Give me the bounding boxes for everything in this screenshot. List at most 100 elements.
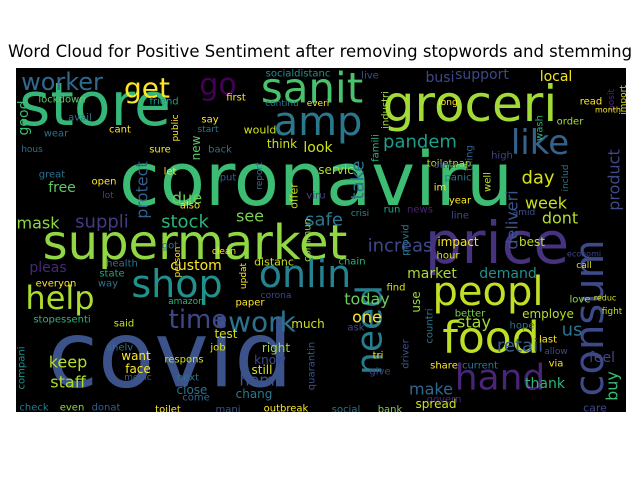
word-still: still — [252, 363, 273, 377]
word-care: care — [583, 402, 607, 413]
word-tri: tri — [373, 351, 384, 362]
word-paper: paper — [235, 298, 265, 309]
word-via: via — [549, 359, 564, 370]
word-reduc: reduc — [594, 294, 617, 303]
word-govern: govern — [427, 395, 462, 406]
word-hous: hous — [21, 145, 43, 155]
word-mask: mask — [17, 214, 61, 233]
word-product: product — [605, 149, 624, 211]
word-peopl: peopl — [433, 269, 544, 315]
word-clean: clean — [212, 247, 236, 257]
word-socialdistanc: socialdistanc — [266, 69, 331, 80]
word-call: call — [576, 261, 591, 271]
word-back: back — [208, 145, 232, 156]
word-covid: covid — [47, 302, 292, 409]
word-stock: stock — [161, 212, 209, 233]
word-said: said — [114, 319, 134, 330]
word-suppli: suppli — [75, 212, 129, 233]
word-come: come — [182, 393, 210, 404]
word-report: report — [255, 162, 265, 190]
word-amazon: amazon — [168, 297, 204, 307]
word-well: well — [483, 172, 494, 192]
word-want: want — [121, 349, 151, 363]
word-state: state — [99, 269, 124, 280]
word-thing: thing — [465, 145, 476, 171]
word-demand: demand — [479, 266, 536, 282]
word-much: much — [291, 317, 325, 331]
word-respons: respons — [164, 355, 203, 366]
word-price: price — [425, 209, 569, 277]
word-let: let — [164, 167, 177, 178]
word-crisi: crisi — [351, 209, 369, 219]
word-famili: famili — [371, 134, 382, 162]
word-cant: cant — [109, 125, 131, 136]
word-spread: spread — [416, 397, 457, 411]
word-get: get — [124, 72, 170, 105]
word-today: today — [344, 290, 390, 309]
word-store: store — [19, 70, 171, 140]
word-dont: dont — [542, 209, 578, 228]
word-test: test — [214, 327, 237, 341]
word-supermarket: supermarket — [43, 215, 348, 271]
word-thank: thank — [525, 376, 566, 392]
word-week: week — [525, 194, 568, 213]
word-everi: everi — [307, 99, 330, 109]
word-fight: fight — [602, 307, 623, 317]
word-import: import — [619, 85, 626, 115]
word-order: order — [557, 117, 585, 128]
word-first: first — [226, 93, 246, 104]
word-good: good — [16, 101, 32, 136]
word-cloud: corona viru covid store supermarket price groc… — [16, 68, 626, 412]
word-corona: corona — [261, 291, 292, 301]
word-next: next — [177, 373, 199, 384]
word-everyon: everyon — [36, 279, 77, 290]
word-last: last — [539, 335, 557, 346]
word-protect: protect — [133, 161, 152, 218]
word-way: way — [98, 279, 118, 290]
word-servic: servic — [318, 163, 354, 177]
word-help: help — [25, 279, 94, 317]
word-viru: viru — [306, 191, 325, 202]
word-check: check — [19, 403, 48, 413]
word-compani: compani — [17, 347, 28, 390]
word-medic: medic — [124, 373, 152, 383]
word-job: job — [209, 343, 225, 354]
word-friend: friend — [149, 97, 178, 108]
word-toiletpap: toiletpap — [427, 159, 472, 170]
word-public: public — [171, 114, 181, 141]
word-toilet: toilet — [155, 405, 181, 413]
word-stopessenti: stopessenti — [33, 315, 90, 326]
word-love: love — [570, 295, 591, 306]
word-im: im — [434, 183, 447, 194]
word-outbreak: outbreak — [264, 404, 309, 413]
word-make: make — [409, 380, 453, 399]
word-distanc: distanc — [254, 256, 294, 269]
word-deliveri: deliveri — [503, 190, 522, 249]
word-sure: sure — [149, 145, 171, 156]
word-employe: employe — [522, 307, 574, 321]
word-time: time — [169, 305, 228, 335]
word-pandem: pandem — [383, 132, 457, 153]
word-hope: hope — [510, 321, 535, 332]
word-put: put — [220, 173, 237, 184]
word-pleas: pleas — [29, 260, 66, 276]
word-day: day — [521, 168, 554, 189]
word-wash: wash — [535, 115, 546, 141]
word-mani: mani — [216, 405, 241, 413]
word-group: corona viru covid store supermarket price groc… — [16, 68, 626, 412]
word-share: share — [430, 361, 458, 372]
word-also: also — [180, 201, 200, 212]
word-long: long — [438, 98, 457, 108]
word-onlin: onlin — [259, 252, 352, 296]
word-economi: economi — [567, 250, 601, 259]
word-stay: stay — [457, 313, 491, 332]
word-feel: feel — [589, 350, 615, 366]
word-other: other — [434, 161, 458, 171]
word-use: use — [409, 291, 423, 312]
word-free: free — [48, 180, 76, 196]
word-busi: busi — [426, 70, 455, 86]
word-groceri: groceri — [383, 75, 558, 133]
word-high: high — [491, 151, 513, 162]
word-quarantin: quarantin — [307, 342, 318, 390]
word-allow: allow — [544, 347, 567, 357]
